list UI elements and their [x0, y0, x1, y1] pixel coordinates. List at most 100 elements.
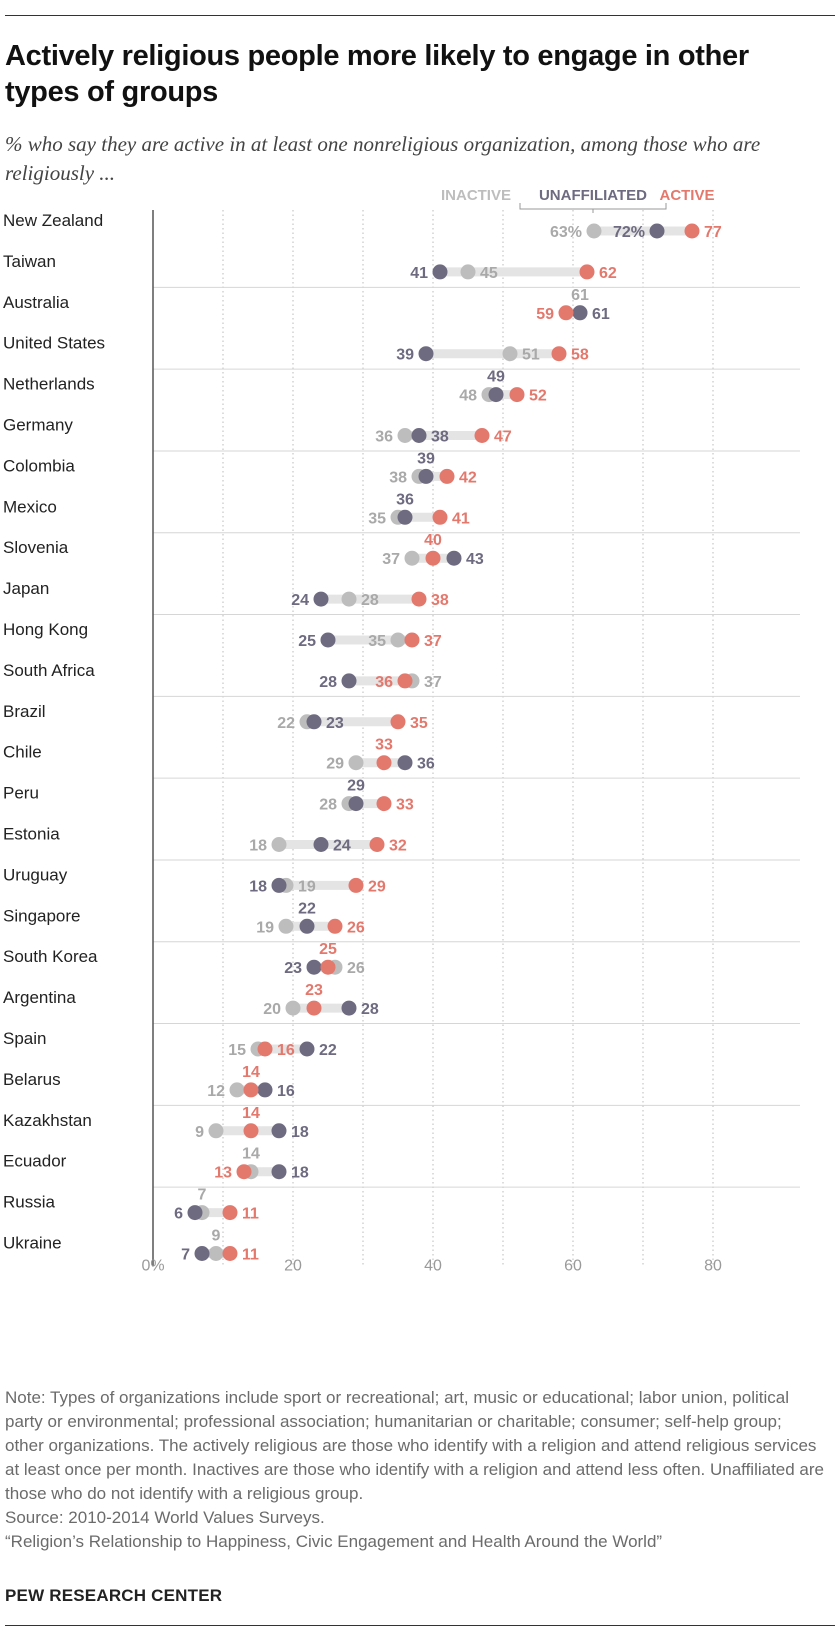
country-label: Australia [3, 293, 70, 312]
row-uruguay: Uruguay 18 19 29 [3, 865, 386, 895]
dot-active [551, 346, 567, 362]
row-argentina: Argentina 20 23 28 [3, 982, 379, 1018]
dot-unaffiliated [341, 1000, 357, 1016]
dot-inactive [278, 918, 294, 934]
country-label: Russia [3, 1193, 56, 1212]
dot-inactive [341, 591, 357, 607]
value-label-active: 32 [389, 838, 407, 855]
grid-layer [152, 210, 800, 1267]
country-label: Slovenia [3, 538, 69, 557]
dot-inactive [390, 632, 406, 648]
dot-unaffiliated [299, 918, 315, 934]
row-estonia: Estonia 18 24 32 [3, 825, 407, 855]
dot-unaffiliated [271, 1123, 287, 1139]
value-label-unaffiliated: 49 [487, 369, 505, 386]
dot-inactive [460, 264, 476, 280]
country-label: Singapore [3, 906, 81, 925]
dot-unaffiliated [446, 550, 462, 566]
value-label-unaffiliated: 41 [410, 265, 428, 282]
row-russia: Russia 67 11 [3, 1187, 259, 1223]
value-label-active: 25 [319, 941, 337, 958]
report-title: “Religion’s Relationship to Happiness, C… [5, 1532, 663, 1551]
dot-unaffiliated [649, 223, 665, 239]
dot-unaffiliated [341, 673, 357, 689]
value-label-inactive: 38 [389, 469, 407, 486]
dot-unaffiliated [572, 305, 588, 321]
country-label: Kazakhstan [3, 1111, 92, 1130]
value-label-unaffiliated: 16 [277, 1083, 295, 1100]
value-label-active: 41 [452, 510, 470, 527]
country-label: Taiwan [3, 252, 56, 271]
top-rule [5, 15, 835, 16]
dot-unaffiliated [320, 632, 336, 648]
dot-active [348, 877, 364, 893]
dot-active [222, 1246, 238, 1261]
row-peru: Peru 28 29 33 [3, 778, 414, 814]
value-label-inactive: 51 [522, 347, 540, 364]
value-label-inactive: 12 [207, 1083, 225, 1100]
value-label-active: 42 [459, 469, 477, 486]
value-label-inactive: 18 [249, 838, 267, 855]
row-spain: Spain 15 16 22 [3, 1029, 337, 1059]
dot-active [411, 591, 427, 607]
value-label-unaffiliated: 18 [291, 1124, 309, 1141]
value-label-unaffiliated: 61 [592, 306, 610, 323]
legend-layer: INACTIVE UNAFFILIATED ACTIVE [441, 187, 715, 213]
row-netherlands: Netherlands 48 49 52 [3, 369, 547, 405]
country-label: Netherlands [3, 375, 95, 394]
axis-layer: 0% 20 40 60 80 [141, 1258, 722, 1275]
value-label-unaffiliated: 22 [319, 1042, 337, 1059]
value-label-active: 37 [424, 633, 442, 650]
value-label-active: 11 [242, 1247, 259, 1264]
value-label-active: 33 [375, 737, 393, 754]
legend-bracket [519, 203, 667, 213]
value-label-unaffiliated: 6 [174, 1206, 183, 1223]
value-label-unaffiliated: 36 [417, 756, 435, 773]
value-label-active: 23 [305, 982, 323, 999]
value-label-inactive: 45 [480, 265, 498, 282]
country-label: Argentina [3, 988, 76, 1007]
dot-unaffiliated [313, 591, 329, 607]
row-singapore: Singapore 19 22 26 [3, 900, 365, 936]
value-label-inactive: 22 [277, 715, 295, 732]
value-label-unaffiliated: 28 [319, 674, 337, 691]
dot-active [327, 918, 343, 934]
value-label-inactive: 48 [459, 388, 477, 405]
chart-subtitle: % who say they are active in at least on… [5, 132, 761, 185]
dot-inactive [285, 1000, 301, 1016]
note-text: Note: Types of organizations include spo… [5, 1388, 825, 1503]
row-belarus: Belarus 12 14 16 [3, 1064, 295, 1100]
dot-inactive [208, 1246, 224, 1261]
dot-inactive [208, 1123, 224, 1139]
dot-unaffiliated [306, 714, 322, 730]
row-hong-kong: Hong Kong 25 35 37 [3, 620, 442, 650]
dot-active [243, 1082, 259, 1098]
value-label-inactive: 9 [195, 1124, 204, 1141]
value-label-active: 58 [571, 347, 589, 364]
country-label: New Zealand [3, 211, 103, 230]
value-label-active: 38 [431, 592, 449, 609]
row-germany: Germany 36 38 47 [3, 416, 512, 446]
dot-inactive [404, 550, 420, 566]
row-mexico: Mexico 35 36 41 [3, 491, 470, 527]
value-label-active: 16 [277, 1042, 295, 1059]
dot-unaffiliated [313, 837, 329, 852]
value-label-active: 36 [375, 674, 393, 691]
value-label-inactive: 61 [571, 287, 589, 304]
dot-inactive [348, 755, 364, 771]
x-tick-label: 20 [284, 1258, 302, 1275]
row-chile: Chile 29 33 36 [3, 737, 435, 773]
dot-unaffiliated [299, 1041, 315, 1057]
country-label: Chile [3, 743, 42, 762]
value-label-inactive: 63% [550, 224, 582, 241]
x-tick-label: 80 [704, 1258, 722, 1275]
dot-unaffiliated [418, 468, 434, 484]
value-label-unaffiliated: 43 [466, 551, 484, 568]
value-label-unaffiliated: 25 [298, 633, 316, 650]
dot-active [236, 1164, 252, 1180]
value-label-active: 62 [599, 265, 617, 282]
value-label-inactive: 35 [368, 510, 386, 527]
value-label-inactive: 37 [382, 551, 400, 568]
